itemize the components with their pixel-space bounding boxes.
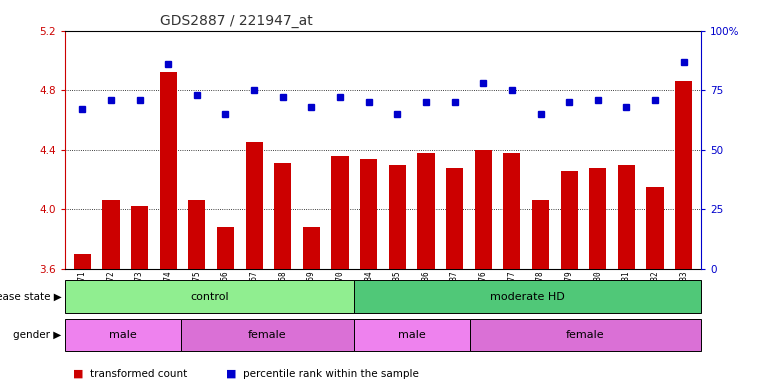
Bar [131,206,148,269]
Bar [354,280,701,313]
Text: disease state ▶: disease state ▶ [0,291,61,302]
Bar [188,200,205,269]
Bar [332,156,349,269]
Bar [470,319,701,351]
Bar [532,200,549,269]
Bar [475,150,492,269]
Bar [354,319,470,351]
Bar [589,167,607,269]
Text: male: male [398,330,426,340]
Text: control: control [190,291,229,302]
Bar [503,153,520,269]
Text: ■: ■ [73,369,83,379]
Bar [159,72,177,269]
Bar [274,163,291,269]
Bar [417,153,434,269]
Bar [388,165,406,269]
Bar [618,165,635,269]
Bar [65,280,354,313]
Text: percentile rank within the sample: percentile rank within the sample [243,369,419,379]
Bar [561,170,578,269]
Bar [246,142,263,269]
Bar [181,319,354,351]
Bar [647,187,663,269]
Text: female: female [566,330,604,340]
Bar [675,81,692,269]
Text: gender ▶: gender ▶ [13,330,61,340]
Bar [103,200,119,269]
Bar [74,254,91,269]
Text: female: female [248,330,286,340]
Text: male: male [109,330,137,340]
Bar [303,227,320,269]
Bar [446,167,463,269]
Text: transformed count: transformed count [90,369,187,379]
Text: ■: ■ [226,369,237,379]
Bar [65,319,181,351]
Bar [217,227,234,269]
Bar [360,159,378,269]
Text: moderate HD: moderate HD [490,291,565,302]
Text: GDS2887 / 221947_at: GDS2887 / 221947_at [160,14,313,28]
